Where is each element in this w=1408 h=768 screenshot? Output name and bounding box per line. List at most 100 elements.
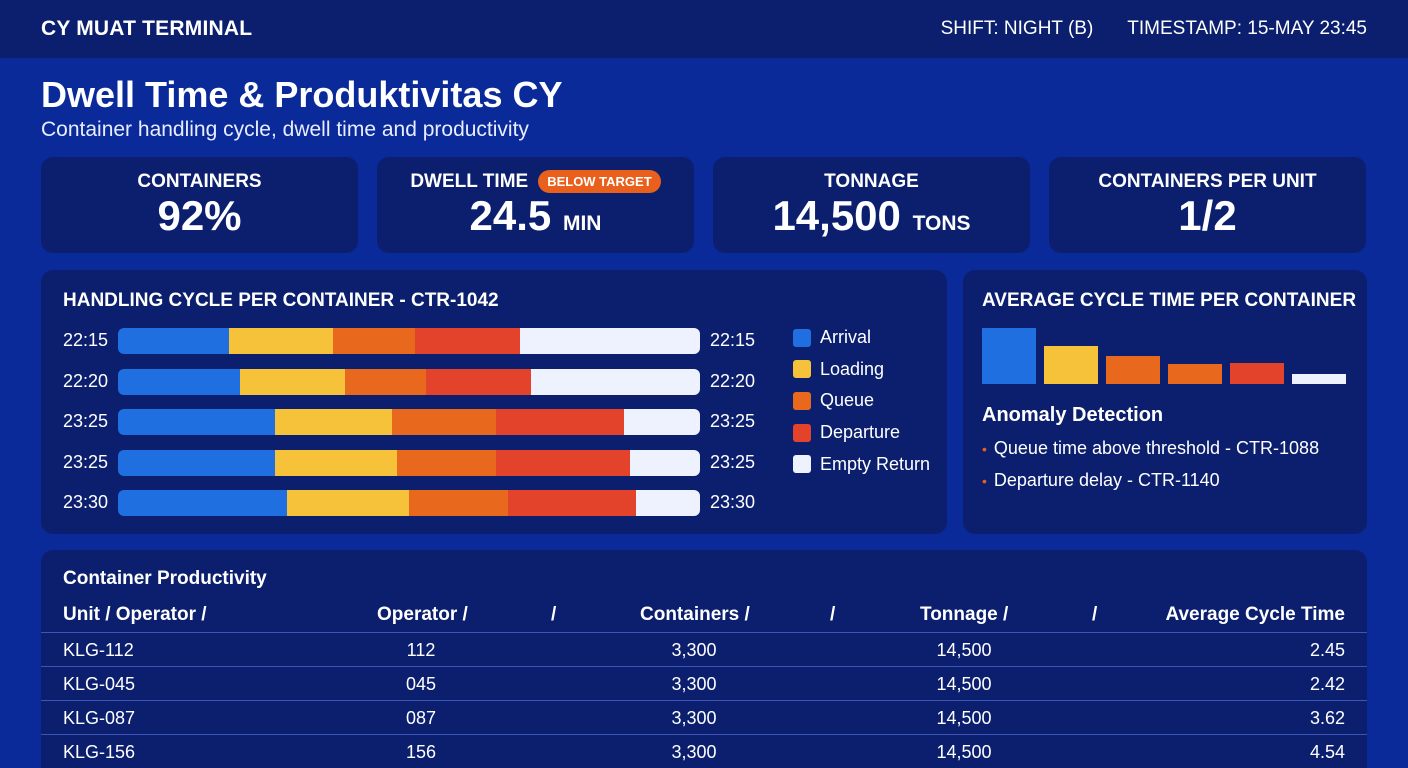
legend-item: Empty Return	[793, 448, 930, 480]
kpi-value: 24.5 MIN	[469, 192, 602, 240]
cell-operator: 156	[405, 742, 437, 762]
table-row[interactable]: KLG-087 087 3,300 14,500 3.62	[41, 700, 1367, 734]
kpi-card-dwell-time[interactable]: DWELL TIME BELOW TARGET 24.5 MIN	[377, 157, 694, 253]
kpi-unit: MIN	[562, 204, 602, 238]
cycle-row[interactable]: 22:20 22:20	[41, 368, 947, 395]
kpi-value: 92%	[157, 191, 242, 239]
topbar-meta: SHIFT: NIGHT (B) TIMESTAMP: 15-MAY 23:45	[941, 18, 1367, 40]
segment-arrival	[118, 449, 276, 476]
column-header-tonnage[interactable]: Tonnage /	[920, 604, 1009, 625]
column-header-separator: /	[551, 604, 557, 625]
segment-loading	[240, 368, 345, 395]
kpi-card-containers-per-unit[interactable]: CONTAINERS PER UNIT 1/2	[1049, 157, 1366, 253]
legend-label: Arrival	[820, 327, 872, 348]
segment-arrival	[118, 368, 241, 395]
average-cycle-title: AVERAGE CYCLE TIME PER CONTAINER	[982, 290, 1357, 311]
cycle-bar	[118, 368, 700, 395]
cycle-start-time: 23:25	[63, 411, 109, 432]
average-cycle-bar[interactable]	[1292, 373, 1346, 384]
segment-arrival	[118, 409, 276, 436]
cycle-start-time: 23:30	[63, 492, 109, 513]
legend-item: Departure	[793, 417, 930, 449]
cell-tonnage: 14,500	[936, 674, 992, 694]
anomaly-item[interactable]: • Departure delay - CTR-1140	[982, 470, 1220, 490]
average-cycle-bar[interactable]	[1106, 356, 1160, 384]
segment-queue	[333, 328, 415, 354]
cycle-row[interactable]: 23:25 23:25	[41, 449, 947, 476]
column-header-containers[interactable]: Containers /	[640, 604, 750, 625]
legend-label: Queue	[820, 390, 875, 411]
segment-empty-return	[635, 490, 700, 517]
table-row[interactable]: KLG-156 156 3,300 14,500 4.54	[41, 734, 1367, 768]
segment-queue	[408, 490, 508, 517]
legend-item: Loading	[793, 354, 930, 386]
kpi-label: CONTAINERS PER UNIT	[1098, 170, 1317, 192]
segment-loading	[275, 449, 398, 476]
average-cycle-panel: AVERAGE CYCLE TIME PER CONTAINER Anomaly…	[963, 270, 1367, 534]
top-bar: CY MUAT TERMINAL SHIFT: NIGHT (B) TIMEST…	[0, 0, 1408, 58]
cell-average-cycle-time: 2.42	[1309, 674, 1345, 694]
cycle-end-time: 23:25	[710, 451, 756, 472]
cell-containers: 3,300	[671, 708, 717, 728]
column-header-average-cycle-time[interactable]: Average Cycle Time	[1165, 604, 1345, 625]
cycle-row[interactable]: 23:30 23:30	[41, 490, 947, 517]
cell-tonnage: 14,500	[936, 708, 992, 728]
table-title: Container Productivity	[63, 568, 267, 589]
shift-indicator: SHIFT: NIGHT (B)	[940, 18, 1094, 39]
segment-empty-return	[624, 409, 700, 436]
cycle-end-time: 23:30	[710, 492, 756, 513]
legend-item: Arrival	[793, 322, 930, 354]
column-header-operator[interactable]: Operator /	[377, 604, 468, 625]
handling-cycle-panel: HANDLING CYCLE PER CONTAINER - CTR-1042 …	[41, 270, 947, 534]
cycle-bar	[118, 328, 700, 354]
cell-average-cycle-time: 3.62	[1309, 708, 1345, 728]
legend-label: Loading	[820, 358, 885, 379]
cycle-row[interactable]: 23:25 23:25	[41, 409, 947, 436]
cycle-end-time: 23:25	[710, 411, 756, 432]
app-title: CY MUAT TERMINAL	[41, 17, 253, 40]
kpi-label: DWELL TIME BELOW TARGET	[410, 170, 661, 194]
kpi-value: 14,500 TONS	[772, 191, 971, 239]
segment-loading	[275, 409, 392, 436]
cell-unit: KLG-156	[63, 742, 136, 762]
cell-containers: 3,300	[671, 742, 717, 762]
segment-queue	[391, 409, 497, 436]
legend-swatch	[793, 423, 811, 442]
anomaly-title: Anomaly Detection	[982, 404, 1164, 426]
column-header-unit[interactable]: Unit / Operator /	[63, 604, 207, 625]
cycle-legend: Arrival Loading Queue Departure Empty Return	[793, 322, 930, 480]
cell-average-cycle-time: 2.45	[1309, 640, 1345, 660]
segment-queue	[344, 368, 427, 395]
cell-unit: KLG-112	[63, 640, 134, 660]
kpi-unit: TONS	[912, 203, 971, 237]
status-badge: BELOW TARGET	[538, 170, 661, 194]
productivity-table-panel: Container Productivity Unit / Operator /…	[41, 550, 1367, 768]
average-cycle-bar[interactable]	[1044, 345, 1098, 384]
segment-departure	[426, 368, 532, 395]
column-header-separator: /	[1092, 604, 1098, 625]
segment-arrival	[118, 328, 229, 354]
segment-loading	[228, 328, 334, 354]
kpi-card-containers[interactable]: CONTAINERS 92%	[41, 157, 358, 253]
segment-queue	[397, 449, 497, 476]
average-cycle-bar[interactable]	[982, 328, 1036, 384]
table-row[interactable]: KLG-112 112 3,300 14,500 2.45	[41, 632, 1367, 666]
cycle-end-time: 22:20	[710, 370, 756, 391]
average-cycle-bar[interactable]	[1168, 363, 1222, 384]
table-row[interactable]: KLG-045 045 3,300 14,500 2.42	[41, 666, 1367, 700]
page-subtitle: Container handling cycle, dwell time and…	[41, 118, 529, 141]
average-cycle-bars	[982, 328, 1346, 384]
kpi-card-tonnage[interactable]: TONNAGE 14,500 TONS	[713, 157, 1030, 253]
cell-unit: KLG-045	[63, 674, 136, 694]
cycle-start-time: 23:25	[63, 451, 109, 472]
cycle-start-time: 22:20	[63, 370, 109, 391]
legend-label: Empty Return	[820, 453, 931, 474]
cell-operator: 045	[405, 674, 437, 694]
handling-cycle-title: HANDLING CYCLE PER CONTAINER - CTR-1042	[63, 290, 499, 311]
legend-label: Departure	[820, 422, 901, 443]
cycle-row[interactable]: 22:15 22:15	[41, 328, 947, 354]
cell-operator: 112	[406, 640, 436, 660]
cycle-bar	[118, 449, 700, 476]
anomaly-item[interactable]: • Queue time above threshold - CTR-1088	[982, 438, 1320, 458]
average-cycle-bar[interactable]	[1230, 362, 1284, 384]
